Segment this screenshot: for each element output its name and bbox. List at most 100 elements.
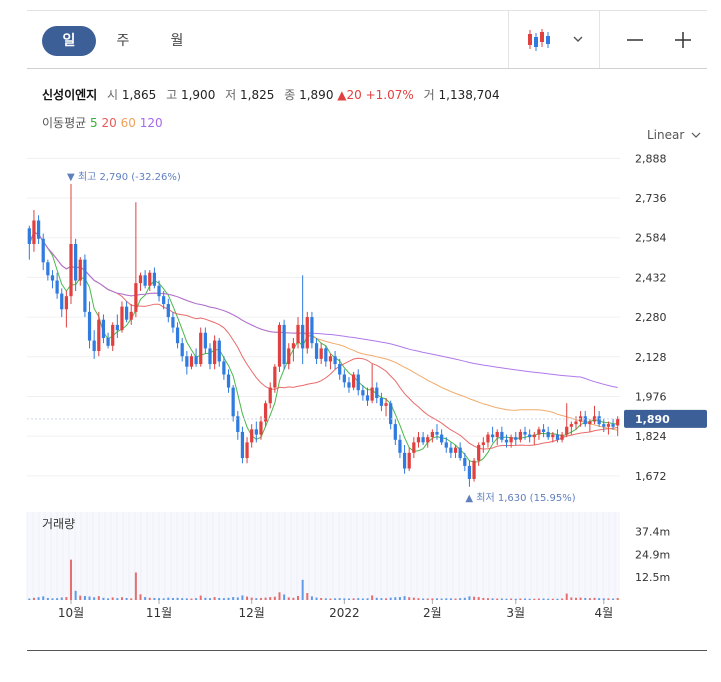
- candle-body: [124, 306, 129, 320]
- high-label: 고: [166, 88, 178, 102]
- volume-bar: [347, 598, 350, 600]
- volume-bar: [259, 597, 262, 600]
- volume-bar: [139, 594, 142, 600]
- candle-body: [143, 275, 147, 286]
- tab-month[interactable]: 월: [170, 33, 184, 49]
- volume-bar: [204, 597, 207, 600]
- volume-bar: [389, 597, 392, 600]
- volume-bar: [394, 597, 397, 600]
- candle-body: [398, 439, 402, 453]
- x-tick-label: 3월: [506, 606, 525, 620]
- volume-bar: [329, 598, 332, 600]
- candle-body: [254, 429, 258, 435]
- tab-day[interactable]: 일: [42, 26, 96, 56]
- candlestick-icon[interactable]: [525, 27, 555, 53]
- volume-bar: [93, 597, 96, 600]
- candle-body: [148, 272, 152, 286]
- candle-body: [129, 311, 133, 320]
- price-tick-label: 2,584: [635, 232, 667, 245]
- ma-60[interactable]: 60: [120, 116, 136, 130]
- volume-bar: [297, 595, 300, 600]
- candle-body: [217, 340, 221, 362]
- candle-body: [157, 285, 161, 297]
- volume-bar: [477, 597, 480, 600]
- volume-bar: [519, 598, 522, 600]
- volume-bar: [301, 579, 304, 600]
- volume-bar: [584, 597, 587, 600]
- x-tick-label: 4월: [594, 606, 613, 620]
- volume-bar: [255, 598, 258, 600]
- volume-bar: [236, 597, 239, 600]
- candle-body: [467, 465, 472, 479]
- minus-icon[interactable]: [625, 30, 645, 50]
- ma-20[interactable]: 20: [101, 116, 117, 130]
- candle-body: [74, 243, 78, 281]
- candle-body: [500, 431, 504, 440]
- x-tick-label: 10월: [58, 606, 84, 620]
- candle-body: [324, 348, 328, 362]
- price-tick-label: 2,128: [635, 351, 667, 364]
- candle-body: [421, 437, 425, 443]
- plus-icon[interactable]: [673, 30, 693, 50]
- candle-body: [250, 429, 254, 443]
- volume-bar: [120, 597, 123, 600]
- candle-body: [120, 306, 124, 331]
- candle-body: [194, 356, 198, 365]
- candle-body: [36, 220, 41, 239]
- volume-bar: [51, 598, 54, 600]
- ma-120[interactable]: 120: [139, 116, 163, 130]
- volume-bar: [436, 598, 439, 600]
- ma-5[interactable]: 5: [90, 116, 98, 130]
- volume-bar: [574, 597, 577, 600]
- volume-bar: [357, 598, 360, 600]
- volume-bar: [561, 598, 564, 600]
- candle-body: [185, 356, 189, 367]
- low-value: 1,825: [240, 88, 275, 102]
- candle-body: [296, 324, 300, 344]
- volume-bar: [273, 596, 276, 600]
- x-tick-label: 2월: [423, 606, 442, 620]
- tab-week[interactable]: 주: [116, 33, 130, 49]
- volume-bar: [65, 597, 68, 600]
- volume-bar: [310, 596, 313, 600]
- volume-bar: [491, 598, 494, 600]
- candle-body: [171, 317, 175, 328]
- candle-body: [514, 437, 518, 440]
- bottom-divider: [27, 650, 707, 651]
- volume-bar: [181, 598, 184, 600]
- volume-bar: [74, 590, 77, 600]
- volume-bar: [250, 597, 253, 600]
- volume-bar: [459, 598, 462, 600]
- candle-body: [83, 259, 87, 312]
- candle-body: [175, 327, 180, 344]
- price-tick-label: 2,280: [635, 311, 667, 324]
- volume-bar: [371, 595, 374, 600]
- volume-bar: [130, 598, 133, 600]
- price-tick-label: 1,824: [635, 430, 667, 443]
- candle-body: [240, 431, 245, 459]
- candle-body: [231, 387, 235, 417]
- candle-body: [166, 304, 170, 318]
- volume-bar: [246, 596, 249, 600]
- price-tick-label: 2,736: [635, 192, 667, 205]
- candle-body: [611, 424, 615, 427]
- volume-bar: [496, 598, 499, 600]
- scale-selector[interactable]: Linear: [647, 128, 701, 142]
- low-label: 저: [225, 88, 237, 102]
- candlestick-series: [27, 183, 620, 487]
- change-value: ▲20: [337, 88, 362, 102]
- high-value: 1,900: [180, 88, 216, 102]
- candle-body: [180, 343, 184, 357]
- candle-body: [208, 348, 212, 365]
- chevron-down-icon[interactable]: [571, 31, 585, 45]
- volume-bar: [162, 598, 165, 600]
- candle-body: [301, 324, 305, 349]
- volume-bar: [144, 597, 147, 600]
- chart-toolbar: 일 주 월: [27, 11, 707, 69]
- volume-bar: [70, 559, 73, 600]
- candle-body: [486, 434, 490, 443]
- toolbar-divider: [508, 11, 509, 68]
- ma-20-line: [28, 231, 618, 450]
- volume-bar: [412, 597, 415, 600]
- candle-body: [458, 447, 462, 459]
